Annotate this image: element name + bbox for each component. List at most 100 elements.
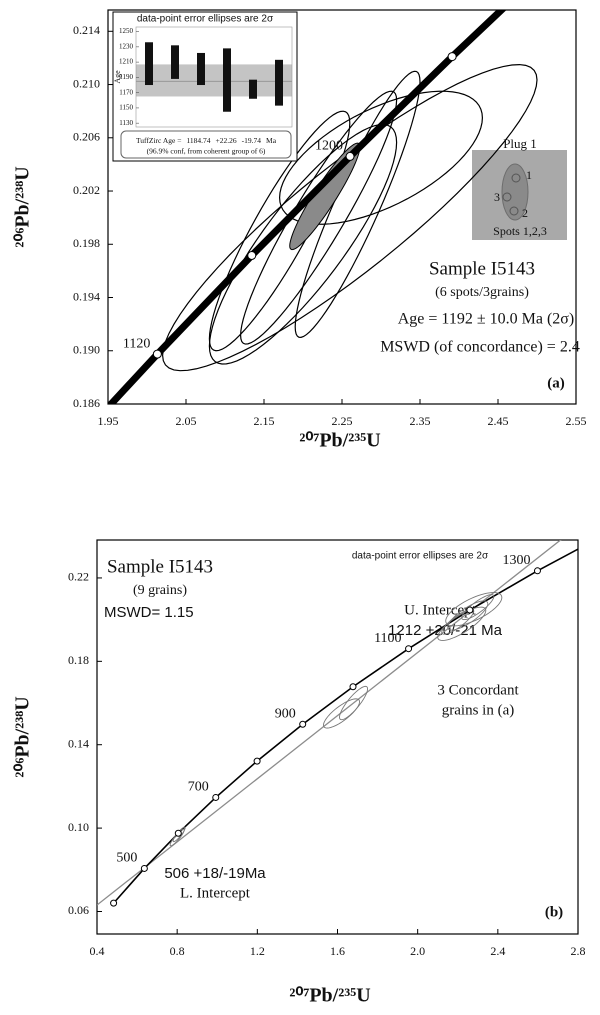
discordia-line (97, 540, 562, 906)
annotation: L. Intercept (180, 885, 251, 901)
age-marker (212, 793, 220, 801)
age-marker (247, 250, 257, 260)
age-bar (249, 79, 257, 99)
error-ellipse (441, 608, 475, 635)
y-tick-label: 0.14 (68, 736, 89, 750)
age-marker (533, 567, 541, 575)
concordia-curve (108, 10, 507, 404)
age-label: 700 (188, 780, 209, 795)
panel-label: (b) (545, 904, 563, 920)
age-label: 900 (275, 706, 296, 721)
age-bar (197, 52, 205, 86)
y-tick-label: 0.210 (73, 76, 100, 90)
y-tick-label: 0.202 (73, 183, 100, 197)
tuffzirc-unit: Ma (266, 136, 277, 145)
x-tick-label: 0.8 (170, 944, 185, 958)
annotation: data-point error ellipses are 2σ (352, 551, 489, 562)
annotation: MSWD= 1.15 (104, 604, 194, 621)
annotation: Age = 1192 ± 10.0 Ma (2σ) (398, 311, 574, 328)
inset-title: data-point error ellipses are 2σ (137, 14, 274, 25)
error-ellipse (294, 70, 421, 338)
inset-y-tick-label: 1250 (119, 27, 134, 35)
age-marker (299, 720, 307, 728)
age-label: 1100 (374, 631, 401, 646)
age-bar (275, 59, 283, 106)
age-marker (140, 864, 148, 872)
spot-label: 3 (494, 190, 500, 204)
y-tick-label: 0.06 (68, 903, 89, 917)
inset-y-tick-label: 1230 (119, 42, 134, 50)
y-tick-label: 0.186 (73, 396, 100, 410)
age-marker (466, 606, 474, 614)
photo-caption: Spots 1,2,3 (493, 224, 547, 238)
inset-y-tick-label: 1190 (119, 73, 133, 81)
y-tick-label: 0.206 (73, 130, 100, 144)
error-ellipse (445, 592, 503, 627)
error-ellipse (239, 90, 398, 345)
age-band (136, 64, 292, 97)
mean-ellipse (289, 142, 361, 251)
x-tick-label: 2.05 (176, 414, 197, 428)
error-ellipse (339, 685, 369, 721)
y-tick-label: 0.18 (68, 653, 89, 667)
inset-y-tick-label: 1150 (119, 104, 133, 112)
tuffzirc-box (120, 130, 292, 159)
y-tick-label: 0.22 (68, 570, 89, 584)
annotation: (6 spots/3grains) (435, 285, 529, 300)
y-tick-label: 0.214 (73, 23, 100, 37)
spot-label: 1 (526, 168, 532, 182)
error-ellipse (169, 828, 185, 847)
age-marker (405, 645, 413, 653)
tuffzirc-note: (96.9% conf, from coherent group of 6) (147, 147, 266, 156)
tuffzirc-plus: +22.26 (216, 136, 237, 145)
age-label: 1120 (123, 336, 150, 351)
age-bar (223, 48, 231, 112)
age-marker (447, 52, 457, 62)
spot (502, 192, 512, 202)
x-tick-label: 2.35 (410, 414, 431, 428)
annotation: 506 +18/-19Ma (164, 865, 266, 882)
annotation: Sample I5143 (429, 258, 535, 279)
inset-y-tick-label: 1130 (119, 119, 133, 127)
x-tick-label: 2.0 (410, 944, 425, 958)
photo-title: Plug 1 (503, 136, 537, 151)
error-ellipse (208, 123, 398, 365)
x-tick-label: 1.95 (98, 414, 119, 428)
x-tick-label: 1.6 (330, 944, 345, 958)
annotation: 3 Concordant (437, 682, 519, 698)
x-tick-label: 2.25 (332, 414, 353, 428)
x-axis-label: ²⁰⁷Pb/²³⁵U (299, 430, 380, 452)
tuffzirc-age: 1184.74 (186, 136, 210, 145)
y-tick-label: 0.190 (73, 343, 100, 357)
plot-area (108, 10, 538, 404)
annotation: MSWD (of concordance) = 2.4 (380, 339, 580, 356)
inset-plot-frame (135, 26, 293, 128)
error-ellipse (447, 600, 489, 631)
age-label: 1200 (315, 139, 343, 154)
inset-y-tick-label: 1210 (119, 58, 134, 66)
spot-label: 2 (522, 206, 528, 220)
y-axis-label: ²⁰⁶Pb/²³⁸U (12, 696, 34, 777)
grain (501, 163, 529, 221)
age-marker (174, 829, 182, 837)
y-tick-label: 0.10 (68, 820, 89, 834)
panel-label: (a) (547, 375, 565, 391)
y-tick-label: 0.194 (73, 289, 100, 303)
error-ellipse (172, 826, 186, 843)
age-marker (110, 899, 118, 907)
y-axis-label: ²⁰⁶Pb/²³⁸U (12, 166, 34, 247)
age-label: 1300 (502, 553, 530, 568)
x-axis-label: ²⁰⁷Pb/²³⁵U (289, 985, 370, 1007)
age-label: 500 (116, 851, 137, 866)
tuffzirc-minus: -19.74 (242, 136, 262, 145)
x-tick-label: 0.4 (90, 944, 105, 958)
age-bar (145, 42, 153, 86)
age-marker (349, 683, 357, 691)
spot (509, 206, 519, 216)
inset-y-tick-label: 1170 (119, 88, 133, 96)
annotation: grains in (a) (442, 702, 514, 718)
x-tick-label: 2.8 (571, 944, 586, 958)
x-tick-label: 1.2 (250, 944, 265, 958)
